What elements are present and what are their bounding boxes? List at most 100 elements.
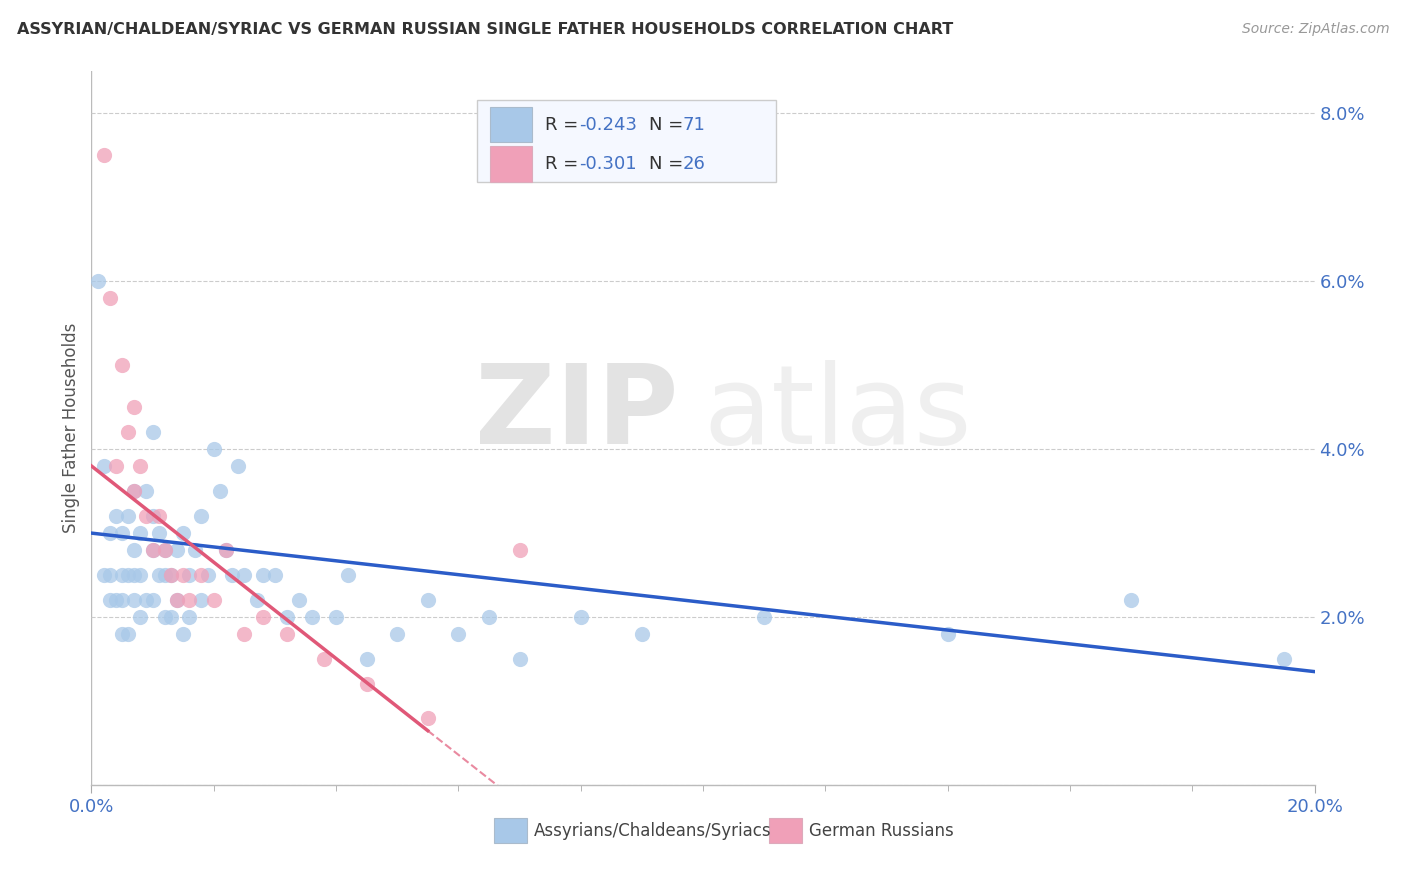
Point [356, 677, 378, 691]
Point [288, 593, 311, 607]
Point [135, 593, 157, 607]
Point [86, 274, 108, 288]
Point [215, 542, 238, 557]
Point [569, 610, 592, 624]
Point [385, 627, 409, 641]
Point [179, 610, 201, 624]
Text: Source: ZipAtlas.com: Source: ZipAtlas.com [1241, 22, 1389, 37]
Point [233, 568, 256, 582]
Point [122, 484, 145, 499]
Point [172, 526, 194, 541]
Point [104, 509, 127, 524]
Point [117, 425, 139, 440]
Point [301, 610, 323, 624]
Point [215, 542, 238, 557]
Point [509, 542, 531, 557]
Text: German Russians: German Russians [810, 822, 955, 839]
Point [312, 652, 335, 666]
Y-axis label: Single Father Households: Single Father Households [62, 323, 80, 533]
Text: ASSYRIAN/CHALDEAN/SYRIAC VS GERMAN RUSSIAN SINGLE FATHER HOUSEHOLDS CORRELATION : ASSYRIAN/CHALDEAN/SYRIAC VS GERMAN RUSSI… [17, 22, 953, 37]
Point [166, 542, 188, 557]
Point [98, 526, 121, 541]
Point [166, 593, 188, 607]
Point [509, 652, 531, 666]
Point [202, 442, 225, 457]
Point [631, 627, 654, 641]
Point [111, 526, 134, 541]
Text: -0.243: -0.243 [579, 116, 637, 134]
Point [1272, 652, 1295, 666]
Point [160, 610, 183, 624]
Point [122, 593, 145, 607]
Point [93, 458, 115, 473]
Point [141, 425, 163, 440]
FancyBboxPatch shape [491, 146, 531, 182]
Point [122, 568, 145, 582]
Text: atlas: atlas [703, 360, 972, 467]
Point [356, 652, 378, 666]
Point [447, 627, 470, 641]
Point [226, 458, 249, 473]
Text: N =: N = [650, 116, 689, 134]
Point [129, 568, 152, 582]
Text: 71: 71 [682, 116, 704, 134]
Point [104, 458, 127, 473]
Point [153, 610, 176, 624]
Text: N =: N = [650, 155, 689, 173]
Point [190, 509, 212, 524]
Point [478, 610, 501, 624]
Point [221, 568, 243, 582]
Point [160, 568, 183, 582]
Point [153, 542, 176, 557]
Point [276, 610, 298, 624]
Point [172, 627, 194, 641]
Point [141, 542, 163, 557]
Point [111, 358, 134, 372]
Text: R =: R = [546, 155, 585, 173]
Text: Assyrians/Chaldeans/Syriacs: Assyrians/Chaldeans/Syriacs [534, 822, 772, 839]
Point [179, 593, 201, 607]
Point [754, 610, 776, 624]
Point [141, 509, 163, 524]
Point [153, 568, 176, 582]
FancyBboxPatch shape [477, 100, 776, 182]
Text: ZIP: ZIP [475, 360, 679, 467]
Point [208, 484, 231, 499]
Point [325, 610, 347, 624]
Point [160, 568, 183, 582]
Point [1121, 593, 1143, 607]
Point [93, 568, 115, 582]
Point [111, 568, 134, 582]
Point [141, 593, 163, 607]
Point [117, 627, 139, 641]
Point [166, 593, 188, 607]
Point [337, 568, 360, 582]
Point [153, 542, 176, 557]
Text: 26: 26 [682, 155, 704, 173]
Point [172, 568, 194, 582]
Point [122, 484, 145, 499]
Point [98, 291, 121, 305]
Point [148, 526, 170, 541]
Point [111, 627, 134, 641]
FancyBboxPatch shape [769, 819, 801, 843]
Point [233, 627, 256, 641]
Point [264, 568, 287, 582]
Point [129, 610, 152, 624]
Point [117, 568, 139, 582]
Point [111, 593, 134, 607]
Point [148, 509, 170, 524]
FancyBboxPatch shape [494, 819, 527, 843]
Point [98, 593, 121, 607]
Point [117, 509, 139, 524]
Point [148, 568, 170, 582]
Point [202, 593, 225, 607]
Point [184, 542, 207, 557]
Point [141, 542, 163, 557]
Text: R =: R = [546, 116, 585, 134]
Point [197, 568, 219, 582]
Point [936, 627, 959, 641]
Point [93, 148, 115, 162]
FancyBboxPatch shape [491, 107, 531, 143]
Point [245, 593, 267, 607]
